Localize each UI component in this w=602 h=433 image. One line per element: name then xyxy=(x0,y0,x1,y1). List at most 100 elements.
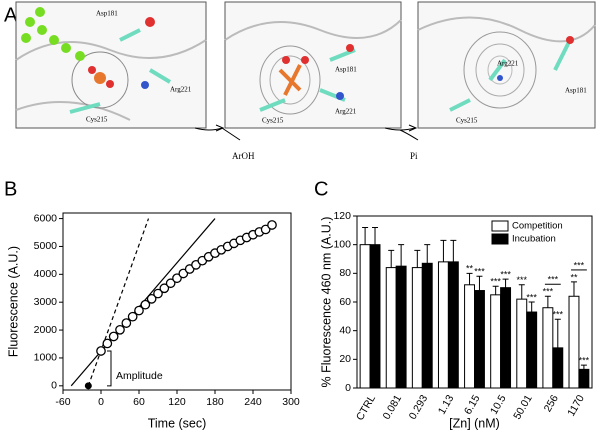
arrow xyxy=(399,129,419,141)
x-tick-label: 1.13 xyxy=(436,393,457,417)
error-bar xyxy=(388,249,395,268)
residue-label: Cys215 xyxy=(456,117,478,125)
structure-frame xyxy=(15,1,207,129)
data-point xyxy=(146,294,157,304)
significance-label: ** xyxy=(570,272,578,282)
panel-label: B xyxy=(4,178,17,200)
data-point xyxy=(159,283,170,294)
amplitude-bracket xyxy=(107,350,112,387)
data-point xyxy=(108,331,119,342)
error-bar xyxy=(492,285,499,295)
panel-label: C xyxy=(314,178,328,200)
arrow xyxy=(408,124,418,132)
error-bar xyxy=(528,301,535,313)
y-tick-label: 0 xyxy=(345,382,351,394)
error-bar xyxy=(570,281,577,297)
error-bar xyxy=(424,244,431,264)
error-bar xyxy=(372,226,379,245)
amplitude-label: Amplitude xyxy=(116,370,163,382)
y-tick-label: 40 xyxy=(339,324,351,336)
residue-label: Cys215 xyxy=(262,117,284,125)
error-bar xyxy=(502,278,509,288)
y-axis-label: Fluorescence (A.U.) xyxy=(6,246,20,357)
y-tick-label: 60 xyxy=(339,296,351,308)
x-tick-label: 0.081 xyxy=(381,393,405,422)
residue-label: Asp181 xyxy=(335,66,357,74)
legend-swatch xyxy=(491,220,509,232)
y-tick-label: 2000 xyxy=(34,324,58,336)
residue-label: Asp181 xyxy=(96,10,118,18)
data-point xyxy=(102,338,113,349)
legend-swatch xyxy=(491,233,509,245)
panel-label: A xyxy=(4,4,18,26)
x-tick-label: 180 xyxy=(206,396,224,408)
plot-frame xyxy=(62,212,292,391)
x-tick-label: 50.01 xyxy=(511,393,535,422)
bar xyxy=(490,294,502,389)
bar xyxy=(437,261,449,389)
x-tick-label: 120 xyxy=(168,396,186,408)
bar xyxy=(359,244,371,389)
bar xyxy=(421,262,433,389)
data-point xyxy=(267,220,277,230)
bar xyxy=(516,298,528,389)
error-bar xyxy=(466,272,473,285)
x-tick-label: 256 xyxy=(542,393,561,414)
y-tick-label: 0 xyxy=(51,380,57,392)
residue-label: Arg221 xyxy=(497,60,519,68)
significance-label: *** xyxy=(579,355,590,365)
x-tick-label: 240 xyxy=(244,396,262,408)
arrow xyxy=(221,127,241,141)
y-tick-label: 120 xyxy=(333,210,351,222)
bar xyxy=(578,368,590,389)
residue-label: Asp181 xyxy=(565,87,587,95)
data-point xyxy=(96,346,106,356)
y-tick-label: 5000 xyxy=(34,240,58,252)
significance-label: *** xyxy=(526,292,537,302)
significance-label: *** xyxy=(517,275,528,285)
structure-frame xyxy=(224,1,402,129)
y-tick-label: 20 xyxy=(339,353,351,365)
x-tick-label: 60 xyxy=(133,396,145,408)
fit-line xyxy=(87,218,150,387)
significance-label: ** xyxy=(466,264,474,274)
error-bar xyxy=(414,249,421,268)
error-bar xyxy=(580,364,587,370)
x-tick-label: 1170 xyxy=(565,393,587,419)
x-axis-label: Time (sec) xyxy=(148,416,207,430)
error-bar xyxy=(544,295,551,308)
data-point xyxy=(127,311,138,322)
bar xyxy=(385,267,397,389)
data-point xyxy=(115,324,125,335)
bar xyxy=(526,311,538,389)
x-axis-label: [Zn] (nM) xyxy=(449,416,500,430)
error-bar xyxy=(398,244,405,267)
bar xyxy=(369,244,381,389)
error-bar xyxy=(440,239,447,262)
bar xyxy=(542,307,554,389)
bar xyxy=(411,267,423,389)
bracket-label: *** xyxy=(574,260,585,270)
bar xyxy=(474,290,485,389)
data-point xyxy=(153,288,163,299)
structure-frame xyxy=(417,1,596,129)
x-tick-label: 300 xyxy=(282,396,300,408)
y-tick-label: 1000 xyxy=(34,352,58,364)
bar xyxy=(464,284,476,389)
error-bar xyxy=(518,284,525,300)
x-tick-label: 6.15 xyxy=(462,393,483,417)
arrow xyxy=(215,124,225,132)
data-point xyxy=(140,299,151,310)
error-bar xyxy=(450,239,457,262)
error-bar xyxy=(476,275,483,291)
y-axis-label: % Fluorescence 460 nm (A.U.) xyxy=(319,217,333,388)
significance-label: *** xyxy=(553,310,564,320)
legend-label: Competition xyxy=(512,221,563,232)
error-bar xyxy=(554,318,561,348)
residue-label: Cys215 xyxy=(86,116,108,124)
bar xyxy=(395,265,407,389)
significance-label: *** xyxy=(500,269,511,279)
bar xyxy=(500,287,512,389)
data-point xyxy=(134,305,144,316)
